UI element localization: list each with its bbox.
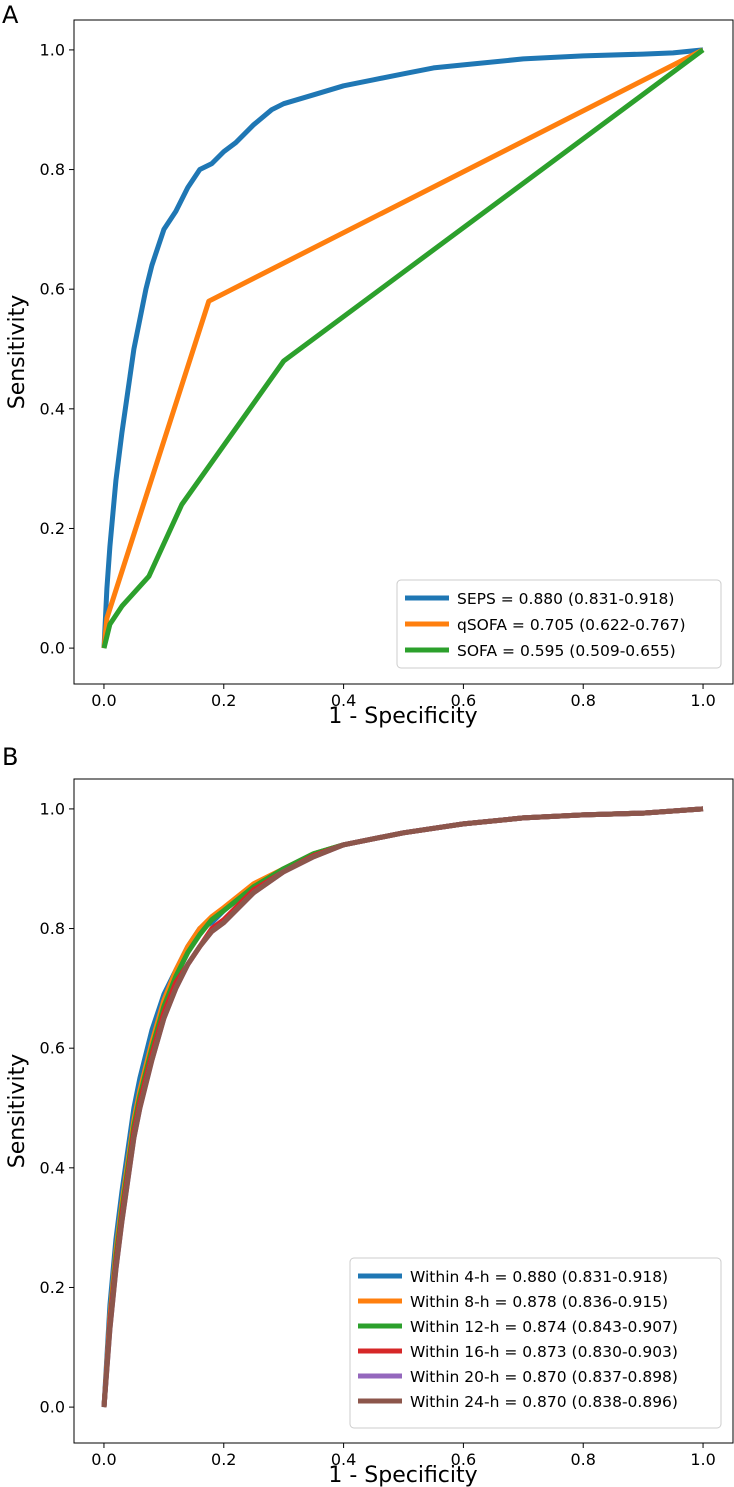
panel-b-legend-label: Within 24-h = 0.870 (0.838-0.896): [410, 1393, 678, 1411]
panel-b-y-tick-label: 1.0: [40, 799, 65, 818]
panel-b-series-line-6: [101, 806, 704, 1408]
panel-b-legend-label: Within 16-h = 0.873 (0.830-0.903): [410, 1343, 678, 1361]
panel-a-x-tick-label: 0.4: [331, 691, 356, 710]
panel-b-y-tick-label: 0.2: [40, 1278, 65, 1297]
panel-a-series: [101, 47, 705, 649]
panel-a-y-tick-label: 0.2: [40, 519, 65, 538]
panel-a: A 0.0 0.2 0.4 0.6 0.8 1.0 0.00.20.40.60.81.0 …: [2, 1, 734, 729]
panel-a-x-tick-label: 0.2: [211, 691, 236, 710]
panel-b-x-tick-label: 0.4: [331, 1450, 356, 1469]
panel-b-x-tick-label: 0.8: [571, 1450, 596, 1469]
panel-b-y-tick-label: 0.4: [40, 1158, 65, 1177]
panel-b: B 0.0 0.2 0.4 0.6 0.8 1.0 0.00.20.40.60.81.0 …: [2, 743, 734, 1487]
panel-b-y-tick-label: 0.6: [40, 1039, 65, 1058]
panel-b-x-ticks: 0.0 0.2 0.4 0.6 0.8 1.0: [91, 1443, 716, 1469]
panel-a-y-tick-label: 0.6: [40, 280, 65, 299]
panel-b-x-tick-label: 0.0: [91, 1450, 116, 1469]
panel-a-y-axis-title: Sensitivity: [5, 295, 30, 410]
panel-a-x-tick-label: 0.6: [451, 691, 476, 710]
panel-b-series: [101, 806, 704, 1408]
panel-a-x-tick-label: 1.0: [690, 691, 715, 710]
panel-a-legend-label: SOFA = 0.595 (0.509-0.655): [457, 642, 676, 660]
panel-a-letter: A: [2, 1, 19, 29]
panel-a-y-tick-label: 0.4: [40, 399, 65, 418]
panel-a-x-ticks: 0.0 0.2 0.4 0.6 0.8 1.0: [91, 684, 716, 710]
panel-a-x-tick-label: 0.8: [571, 691, 596, 710]
panel-b-y-tick-label: 0.8: [40, 919, 65, 938]
panel-b-legend-label: Within 20-h = 0.870 (0.837-0.898): [410, 1368, 678, 1386]
panel-b-x-tick-label: 1.0: [690, 1450, 715, 1469]
panel-b-legend-label: Within 4-h = 0.880 (0.831-0.918): [410, 1268, 668, 1286]
panel-a-series-line-3: [101, 47, 705, 649]
panel-a-legend: SEPS = 0.880 (0.831-0.918) qSOFA = 0.705 …: [396, 579, 722, 669]
panel-b-x-tick-label: 0.6: [451, 1450, 476, 1469]
panel-b-x-tick-label: 0.2: [211, 1450, 236, 1469]
panel-a-legend-box: [396, 579, 722, 669]
panel-b-y-axis-title: Sensitivity: [5, 1054, 30, 1169]
panel-a-y-tick-label: 1.0: [40, 40, 65, 59]
panel-a-legend-label: SEPS = 0.880 (0.831-0.918): [457, 590, 674, 608]
panel-a-y-ticks: 0.0 0.2 0.4 0.6 0.8 1.0: [40, 40, 74, 658]
panel-a-x-axis-title: 1 - Specificity: [328, 704, 477, 729]
panel-a-series-line-2: [101, 47, 705, 649]
panel-a-legend-label: qSOFA = 0.705 (0.622-0.767): [457, 616, 686, 634]
panel-b-x-axis-title: 1 - Specificity: [328, 1463, 477, 1487]
panel-b-y-ticks: 0.0 0.2 0.4 0.6 0.8 1.0: [40, 799, 74, 1417]
panel-b-plot-frame: [73, 778, 734, 1444]
panel-b-legend-label: Within 12-h = 0.874 (0.843-0.907): [410, 1318, 678, 1336]
panel-b-letter: B: [2, 743, 18, 771]
panel-b-legend: Within 4-h = 0.880 (0.831-0.918) Within 8…: [349, 1257, 722, 1429]
panel-b-y-tick-label: 0.0: [40, 1398, 65, 1417]
panel-a-plot-frame: [73, 19, 734, 685]
panel-b-legend-box: [349, 1257, 722, 1429]
panel-a-y-tick-label: 0.8: [40, 160, 65, 179]
panel-a-x-tick-label: 0.0: [91, 691, 116, 710]
panel-a-series-line-1: [101, 47, 704, 649]
panel-a-y-tick-label: 0.0: [40, 639, 65, 658]
panel-b-legend-label: Within 8-h = 0.878 (0.836-0.915): [410, 1293, 668, 1311]
